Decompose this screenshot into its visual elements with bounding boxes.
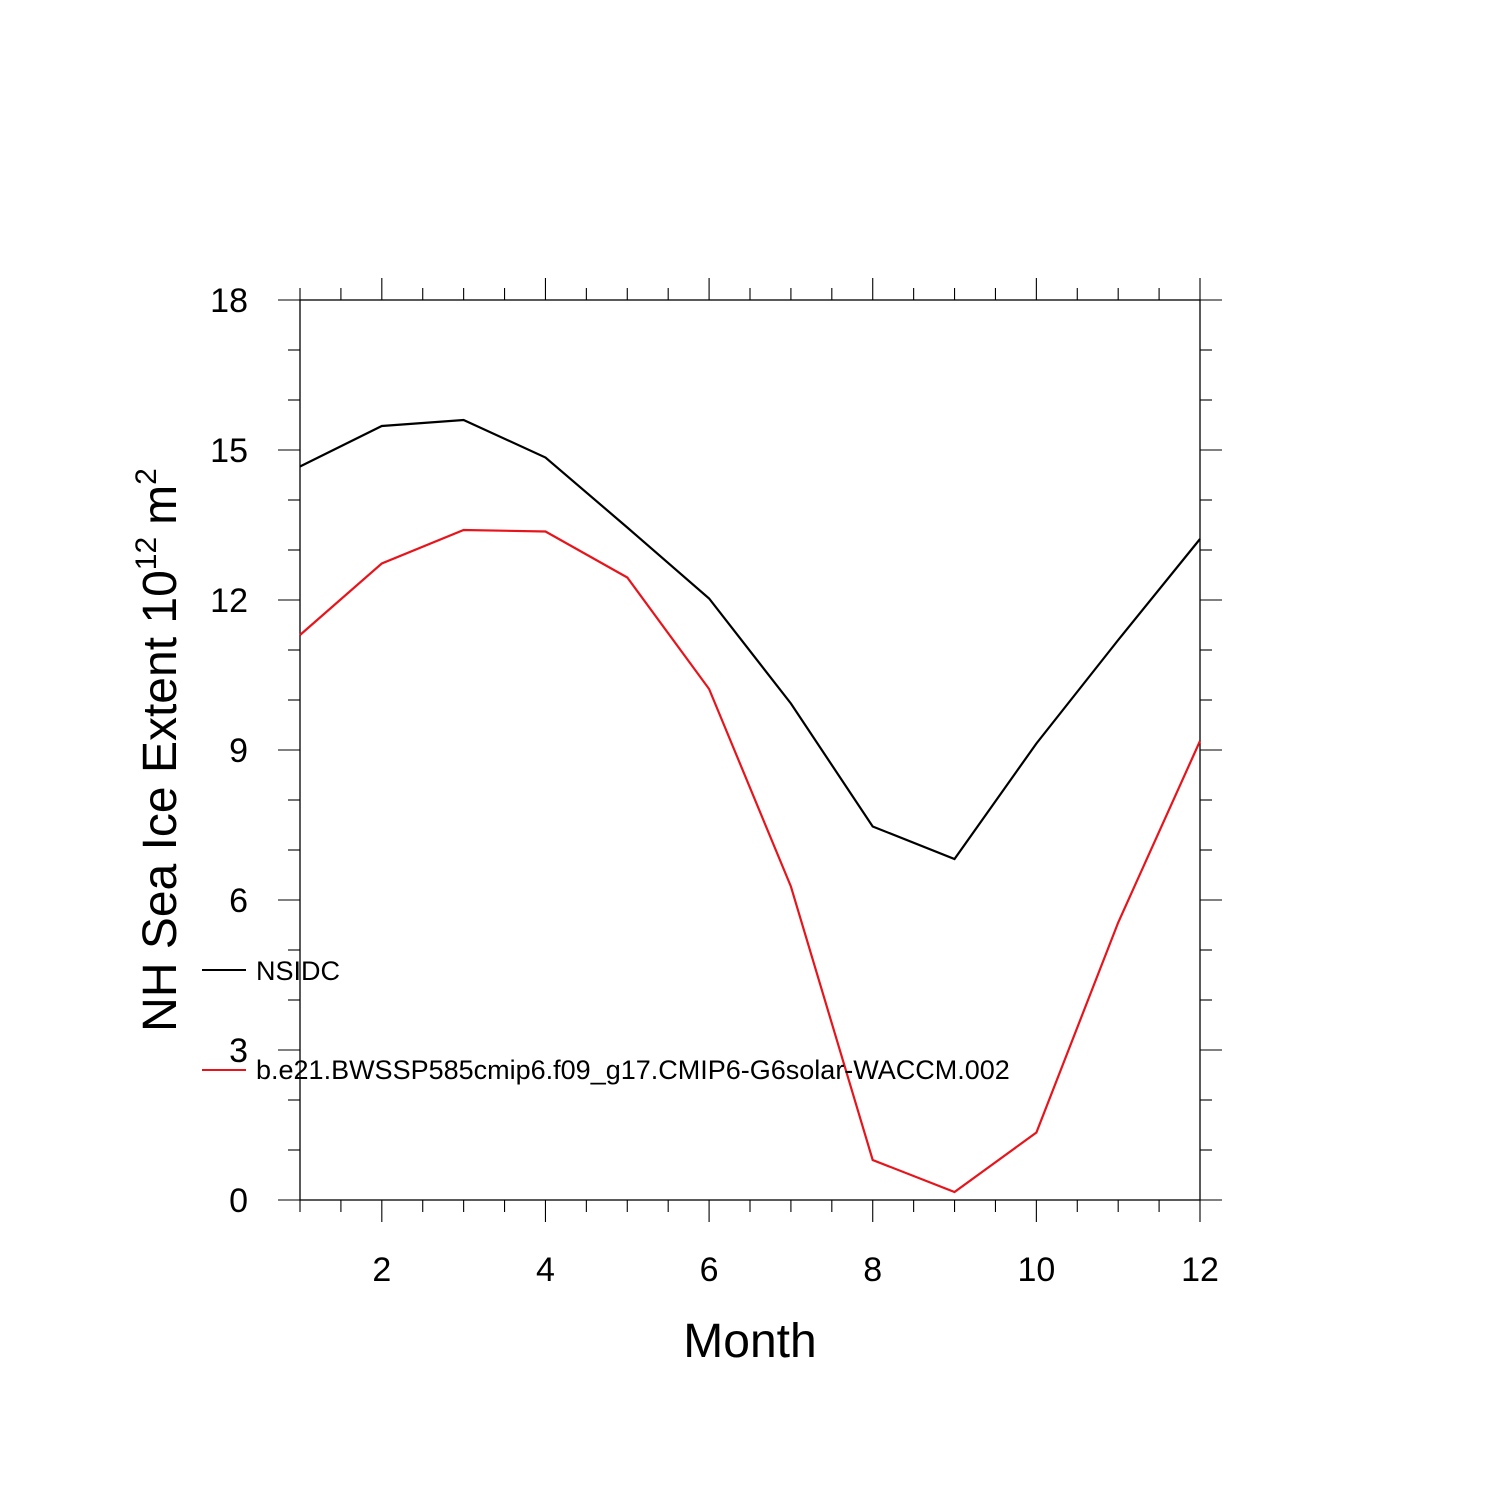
x-tick-label: 10 [1017, 1251, 1055, 1289]
major-ticks [278, 278, 1222, 1222]
x-tick-label: 2 [372, 1251, 391, 1289]
y-tick-label: 0 [229, 1182, 248, 1220]
plot-frame [299, 299, 1201, 1201]
legend: NSIDC b.e21.BWSSP585cmip6.f09_g17.CMIP6-… [202, 956, 1010, 1085]
x-tick-label: 6 [700, 1251, 719, 1289]
tick-labels: 2 4 6 8 10 12 0 3 6 9 12 15 18 [210, 282, 1219, 1289]
y-tick-label: 3 [229, 1032, 248, 1070]
y-axis-title: NH Sea Ice Extent 1012 m2 [130, 468, 187, 1032]
y-axis-title-unit-exponent: 2 [130, 468, 163, 485]
y-tick-label: 9 [229, 732, 248, 770]
y-tick-label: 12 [210, 582, 248, 620]
x-tick-label: 8 [863, 1251, 882, 1289]
minor-ticks [288, 288, 1212, 1212]
y-axis-title-main: NH Sea Ice Extent 10 [134, 570, 187, 1032]
y-axis-title-unit: m [134, 485, 187, 525]
y-tick-label: 15 [210, 432, 248, 470]
x-tick-label: 12 [1181, 1251, 1219, 1289]
x-axis-title: Month [683, 1315, 816, 1368]
series-line-waccm [299, 528, 1202, 1194]
y-tick-label: 18 [210, 282, 248, 320]
legend-label-waccm: b.e21.BWSSP585cmip6.f09_g17.CMIP6-G6sola… [256, 1055, 1010, 1085]
legend-label-nsidc: NSIDC [256, 956, 340, 986]
series-line-nsidc [299, 418, 1201, 861]
series-layer [299, 418, 1202, 1194]
y-axis-title-exponent: 12 [130, 537, 163, 570]
x-tick-label: 4 [536, 1251, 555, 1289]
y-tick-label: 6 [229, 882, 248, 920]
